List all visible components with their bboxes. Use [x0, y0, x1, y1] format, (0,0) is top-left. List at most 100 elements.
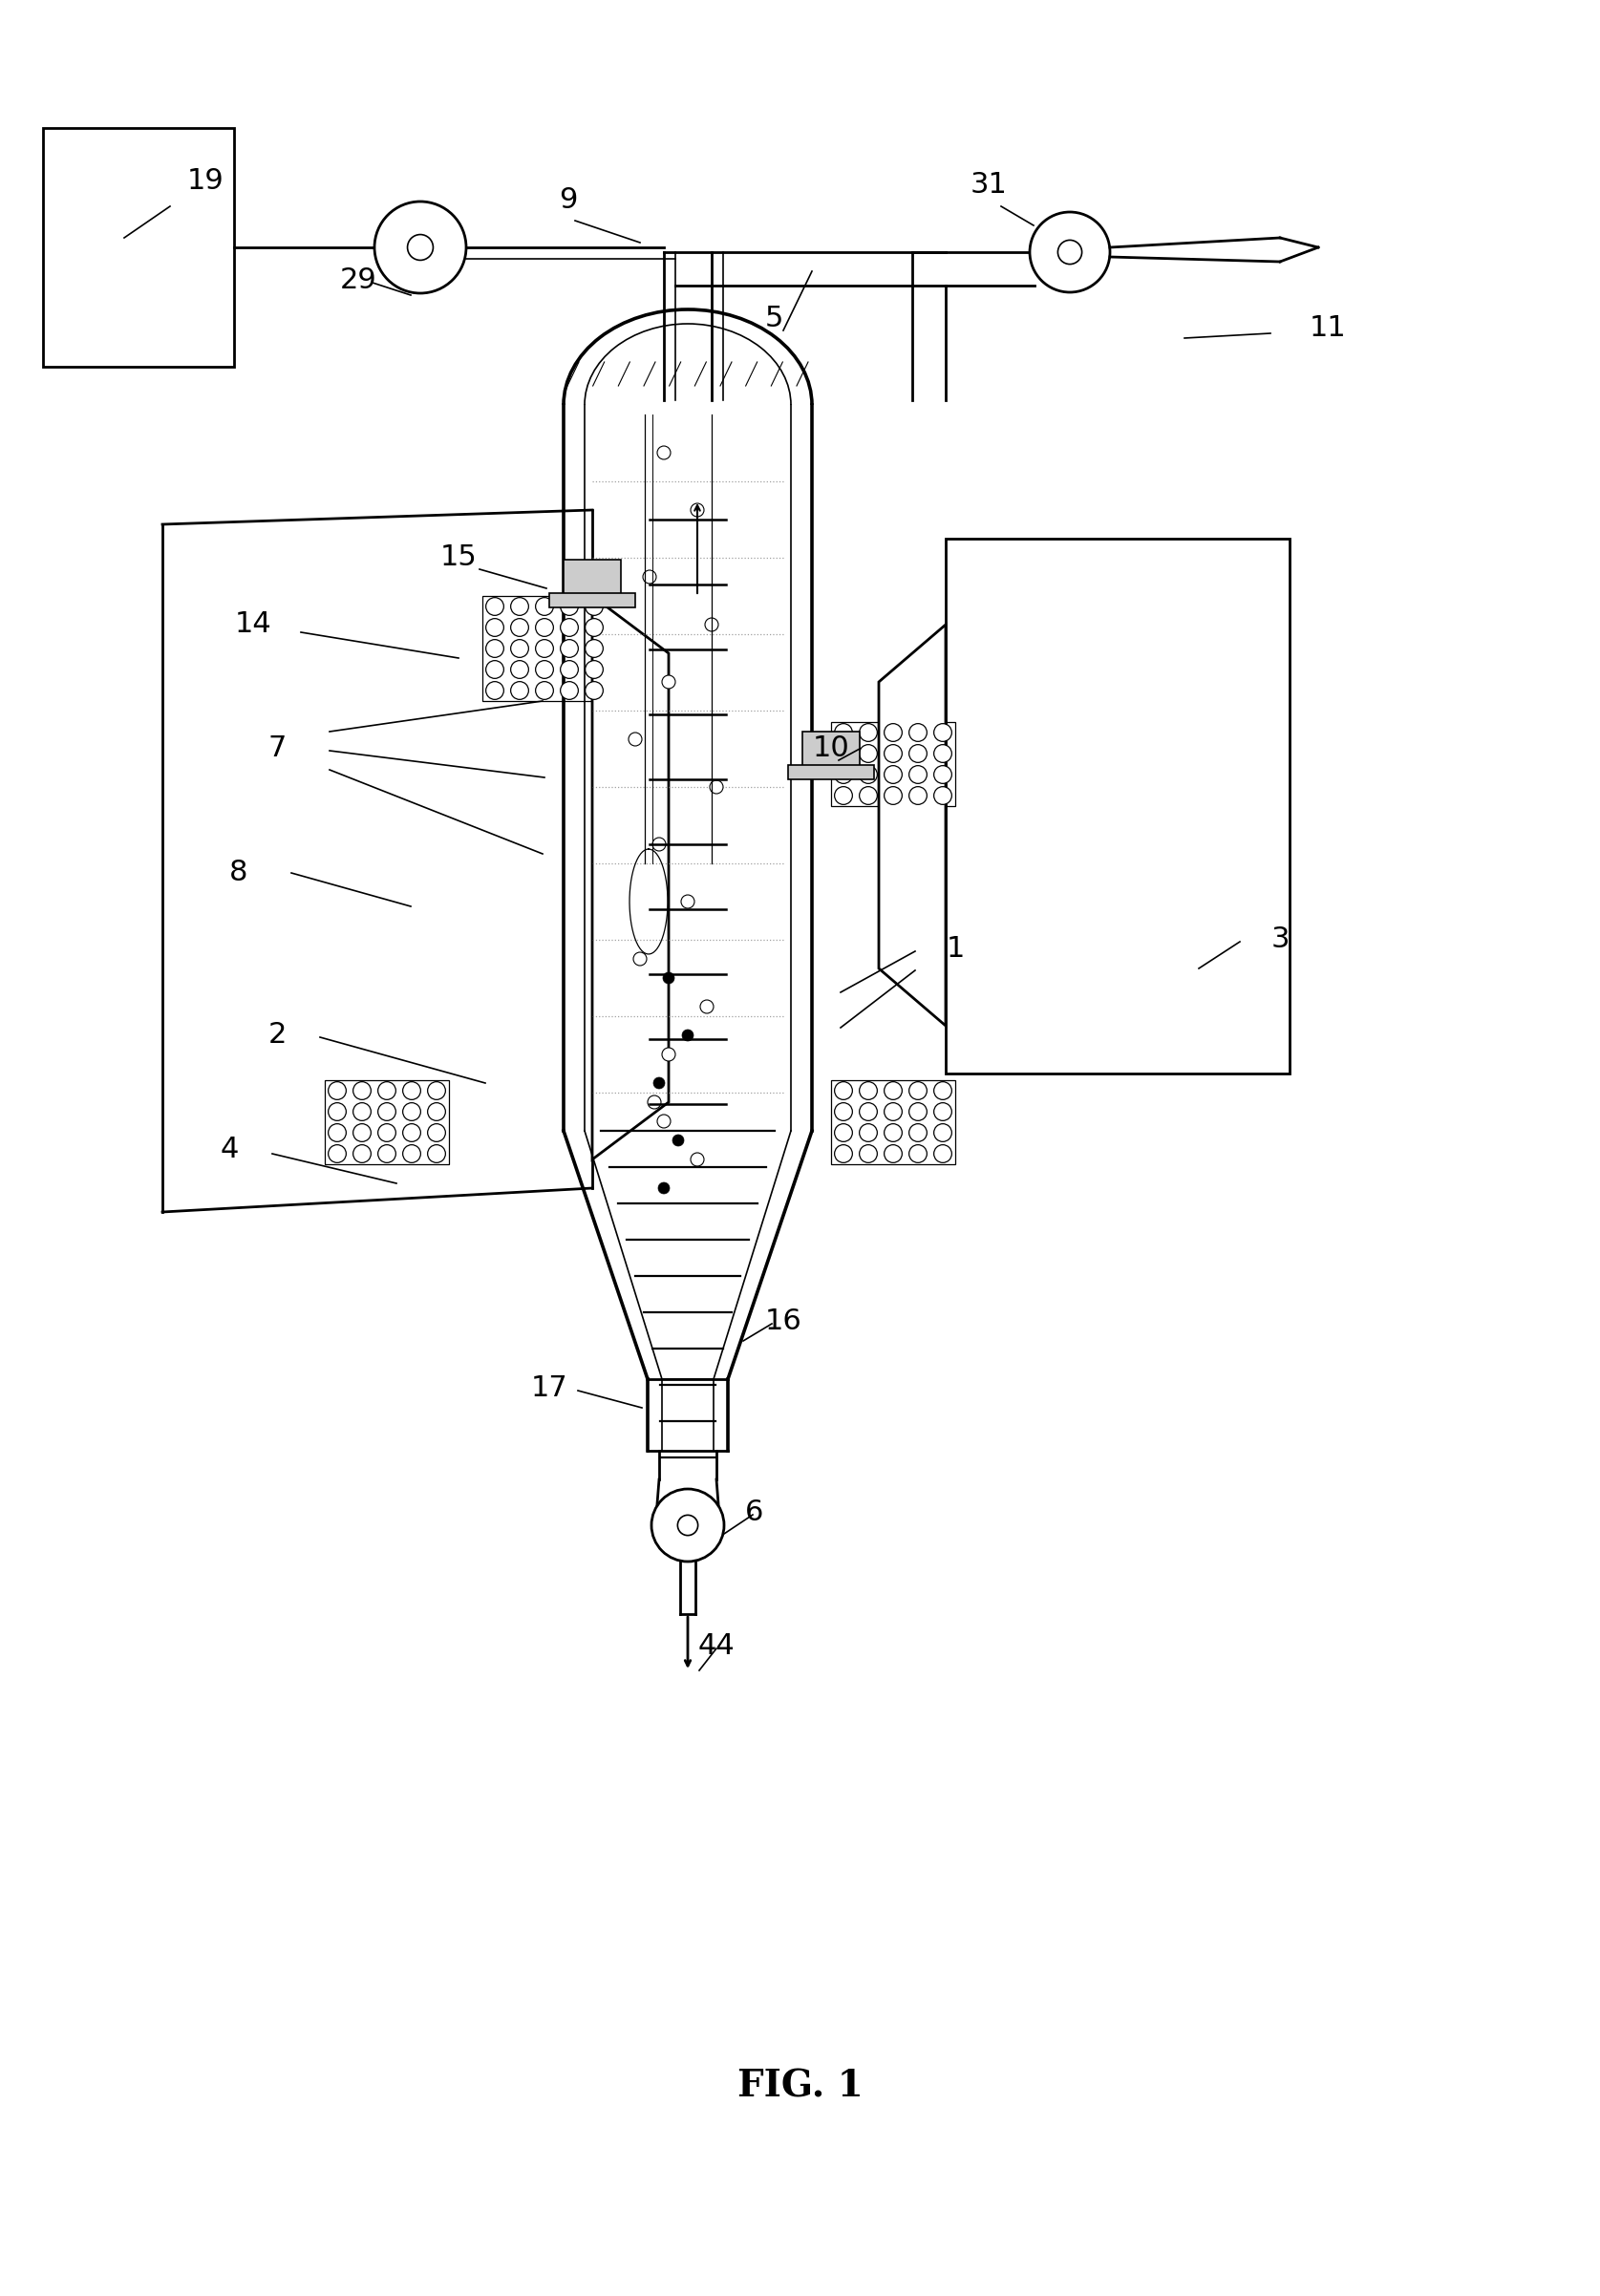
Circle shape	[560, 641, 578, 657]
Circle shape	[934, 765, 952, 783]
Text: 1: 1	[946, 934, 965, 964]
Circle shape	[835, 723, 853, 742]
Circle shape	[510, 597, 528, 615]
Circle shape	[885, 765, 902, 783]
Text: 9: 9	[558, 186, 578, 214]
Circle shape	[651, 1490, 725, 1561]
Circle shape	[706, 618, 718, 631]
Circle shape	[885, 1146, 902, 1162]
Circle shape	[859, 788, 877, 804]
Bar	[549, 592, 635, 608]
Circle shape	[427, 1102, 445, 1120]
Circle shape	[653, 1077, 666, 1088]
Circle shape	[374, 202, 466, 294]
Text: 8: 8	[229, 859, 248, 886]
Circle shape	[909, 723, 926, 742]
Text: 16: 16	[765, 1309, 802, 1336]
Circle shape	[682, 1029, 693, 1040]
Circle shape	[403, 1081, 421, 1100]
Text: 11: 11	[1309, 315, 1346, 342]
Circle shape	[662, 971, 674, 983]
Circle shape	[328, 1081, 346, 1100]
Polygon shape	[592, 597, 669, 1159]
Circle shape	[378, 1123, 395, 1141]
Circle shape	[328, 1146, 346, 1162]
Circle shape	[909, 765, 926, 783]
Text: 31: 31	[970, 172, 1008, 200]
Circle shape	[354, 1146, 371, 1162]
Circle shape	[934, 744, 952, 762]
Circle shape	[658, 445, 670, 459]
Circle shape	[909, 1102, 926, 1120]
Circle shape	[536, 597, 554, 615]
Circle shape	[1058, 241, 1082, 264]
Text: 7: 7	[267, 735, 286, 762]
Circle shape	[403, 1102, 421, 1120]
Text: 4: 4	[219, 1137, 238, 1164]
Circle shape	[643, 569, 656, 583]
Circle shape	[536, 618, 554, 636]
Circle shape	[835, 1102, 853, 1120]
Circle shape	[885, 744, 902, 762]
Circle shape	[1030, 211, 1110, 292]
Circle shape	[536, 682, 554, 700]
Circle shape	[486, 661, 504, 677]
Circle shape	[510, 641, 528, 657]
Circle shape	[934, 723, 952, 742]
Circle shape	[859, 765, 877, 783]
Circle shape	[835, 788, 853, 804]
Circle shape	[629, 732, 642, 746]
Circle shape	[586, 661, 603, 677]
Circle shape	[859, 1081, 877, 1100]
Circle shape	[427, 1081, 445, 1100]
Bar	[946, 540, 1290, 1075]
Circle shape	[653, 838, 666, 852]
Text: 3: 3	[1270, 925, 1290, 953]
Circle shape	[885, 1102, 902, 1120]
Circle shape	[677, 1515, 698, 1536]
Circle shape	[536, 641, 554, 657]
Circle shape	[710, 781, 723, 794]
Circle shape	[560, 661, 578, 677]
Circle shape	[658, 1182, 670, 1194]
Circle shape	[354, 1102, 371, 1120]
Circle shape	[403, 1146, 421, 1162]
Text: 10: 10	[813, 735, 850, 762]
Circle shape	[909, 1081, 926, 1100]
Bar	[789, 765, 874, 778]
Circle shape	[934, 1081, 952, 1100]
Circle shape	[672, 1134, 683, 1146]
Circle shape	[934, 788, 952, 804]
Circle shape	[909, 1123, 926, 1141]
Circle shape	[662, 675, 675, 689]
Circle shape	[328, 1102, 346, 1120]
Circle shape	[934, 1123, 952, 1141]
Circle shape	[658, 1114, 670, 1127]
Bar	[43, 129, 234, 367]
Circle shape	[586, 618, 603, 636]
Circle shape	[560, 682, 578, 700]
Circle shape	[486, 618, 504, 636]
Text: 17: 17	[531, 1375, 568, 1403]
Bar	[830, 1079, 955, 1164]
Circle shape	[648, 1095, 661, 1109]
Circle shape	[378, 1102, 395, 1120]
Circle shape	[634, 953, 646, 967]
Circle shape	[408, 234, 434, 259]
Circle shape	[486, 597, 504, 615]
Circle shape	[885, 1081, 902, 1100]
Circle shape	[835, 1123, 853, 1141]
Circle shape	[835, 1146, 853, 1162]
Circle shape	[586, 682, 603, 700]
Bar	[830, 721, 955, 806]
Circle shape	[859, 1102, 877, 1120]
Circle shape	[510, 682, 528, 700]
Circle shape	[354, 1081, 371, 1100]
Bar	[802, 732, 859, 767]
Circle shape	[835, 1081, 853, 1100]
Text: 6: 6	[746, 1499, 763, 1527]
Circle shape	[859, 1146, 877, 1162]
Circle shape	[934, 1102, 952, 1120]
Bar	[563, 560, 621, 597]
Circle shape	[378, 1081, 395, 1100]
